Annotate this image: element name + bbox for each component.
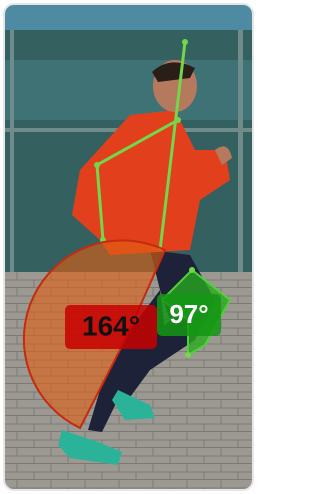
analysis-view: 164° 97° <box>0 0 257 494</box>
knee-angle-label: 97° <box>169 299 208 329</box>
hip-angle-label: 164° <box>82 310 140 341</box>
photo: 164° 97° <box>0 0 257 494</box>
